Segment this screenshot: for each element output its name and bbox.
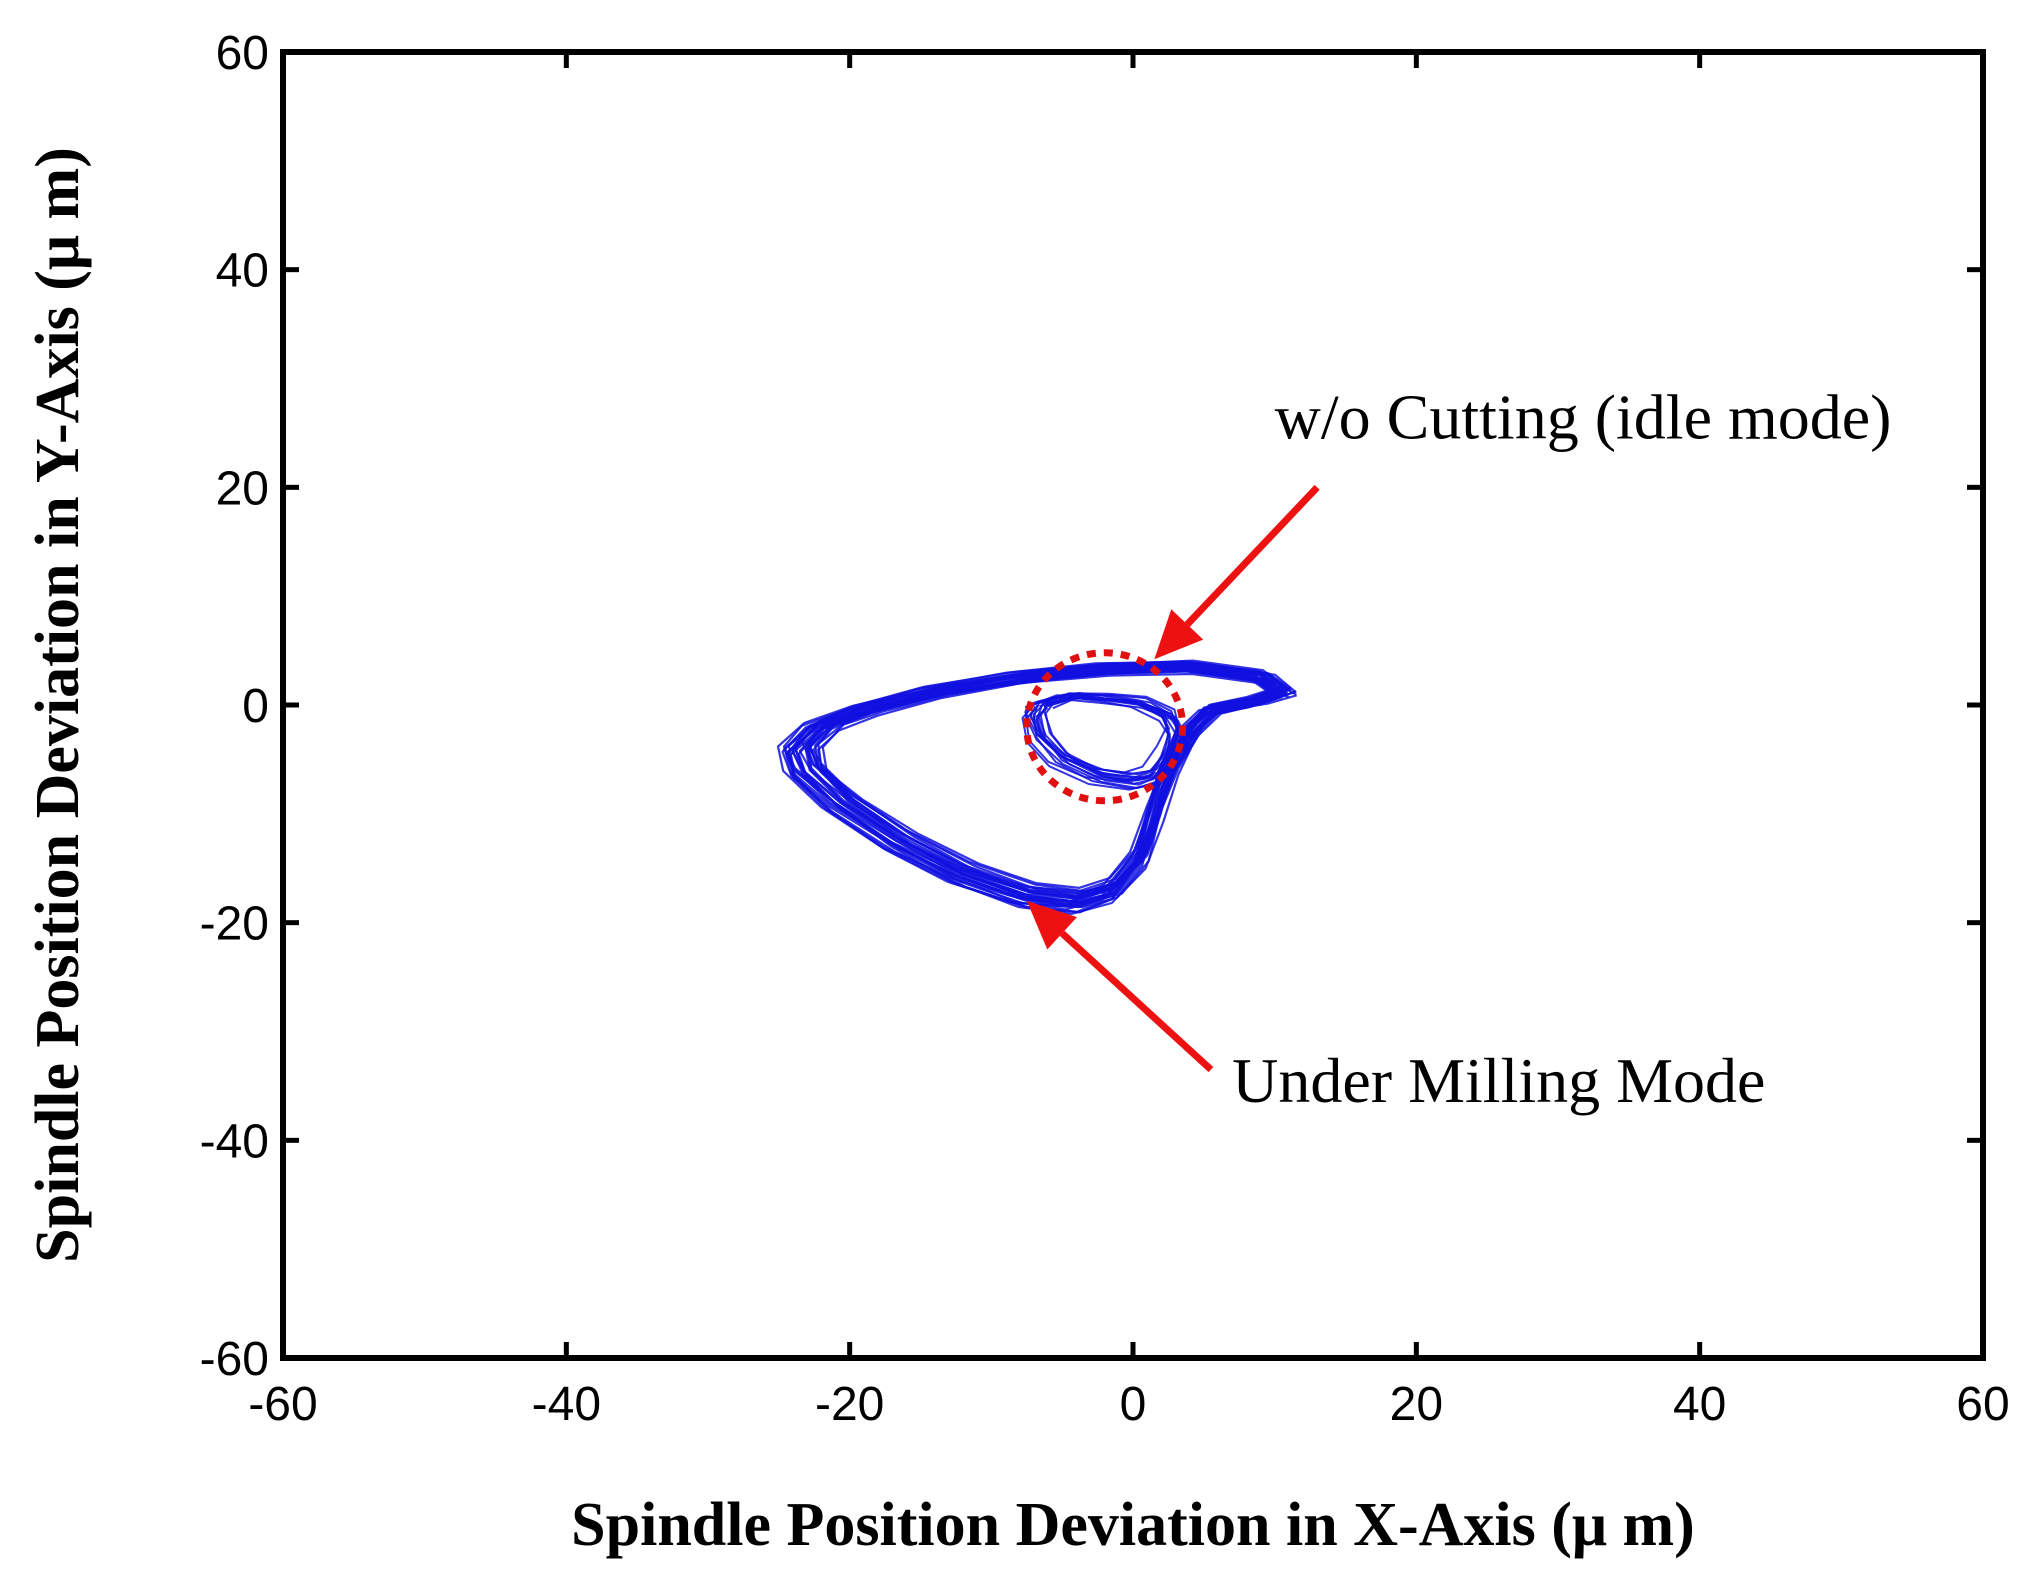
annotation-arrow-shaft — [1184, 484, 1320, 627]
milling-mode-label: Under Milling Mode — [1232, 1045, 1765, 1116]
idle-mode-highlight-circle — [1023, 649, 1187, 805]
y-tick-label: 40 — [216, 245, 269, 298]
x-tick-label: -20 — [815, 1378, 884, 1431]
orbit-trace — [804, 661, 1286, 898]
x-tick-label: -60 — [248, 1378, 317, 1431]
orbit-trace — [794, 661, 1288, 898]
orbit-trace — [786, 660, 1292, 908]
orbit-trace — [807, 662, 1276, 892]
idle-mode-label: w/o Cutting (idle mode) — [1275, 381, 1892, 452]
annotation-arrow-shaft — [1059, 930, 1214, 1073]
x-tick-label: 40 — [1673, 1378, 1726, 1431]
x-axis-title: Spindle Position Deviation in X-Axis (μ … — [571, 1491, 1695, 1559]
y-tick-label: 0 — [242, 680, 269, 733]
x-tick-label: 0 — [1120, 1378, 1147, 1431]
y-axis-title: Spindle Position Deviation in Y-Axis (μ … — [24, 147, 92, 1263]
orbit-trace — [786, 659, 1297, 904]
idle-loop-trace — [1024, 696, 1182, 783]
y-tick-label: -60 — [200, 1333, 269, 1386]
y-tick-label: 20 — [216, 462, 269, 515]
annotation-arrow-head — [1026, 900, 1077, 950]
y-tick-label: 60 — [216, 27, 269, 80]
y-tick-label: -40 — [200, 1115, 269, 1168]
ticks-layer: -60 -40 -20 0 20 40 60 -60 -40 -20 0 20 40 60 — [200, 27, 2010, 1431]
annotation-arrow-head — [1154, 609, 1204, 660]
y-tick-label: -20 — [200, 898, 269, 951]
plot-frame — [280, 49, 1986, 1361]
idle-loop-trace — [1036, 692, 1180, 781]
x-tick-label: 60 — [1956, 1378, 2009, 1431]
x-tick-label: 20 — [1390, 1378, 1443, 1431]
data-layer — [776, 659, 1298, 915]
orbit-trace — [789, 663, 1283, 905]
annotation-layer: w/o Cutting (idle mode) Under Milling Mod… — [1023, 381, 1892, 1116]
orbit-trace — [807, 672, 1277, 900]
x-tick-label: -40 — [532, 1378, 601, 1431]
